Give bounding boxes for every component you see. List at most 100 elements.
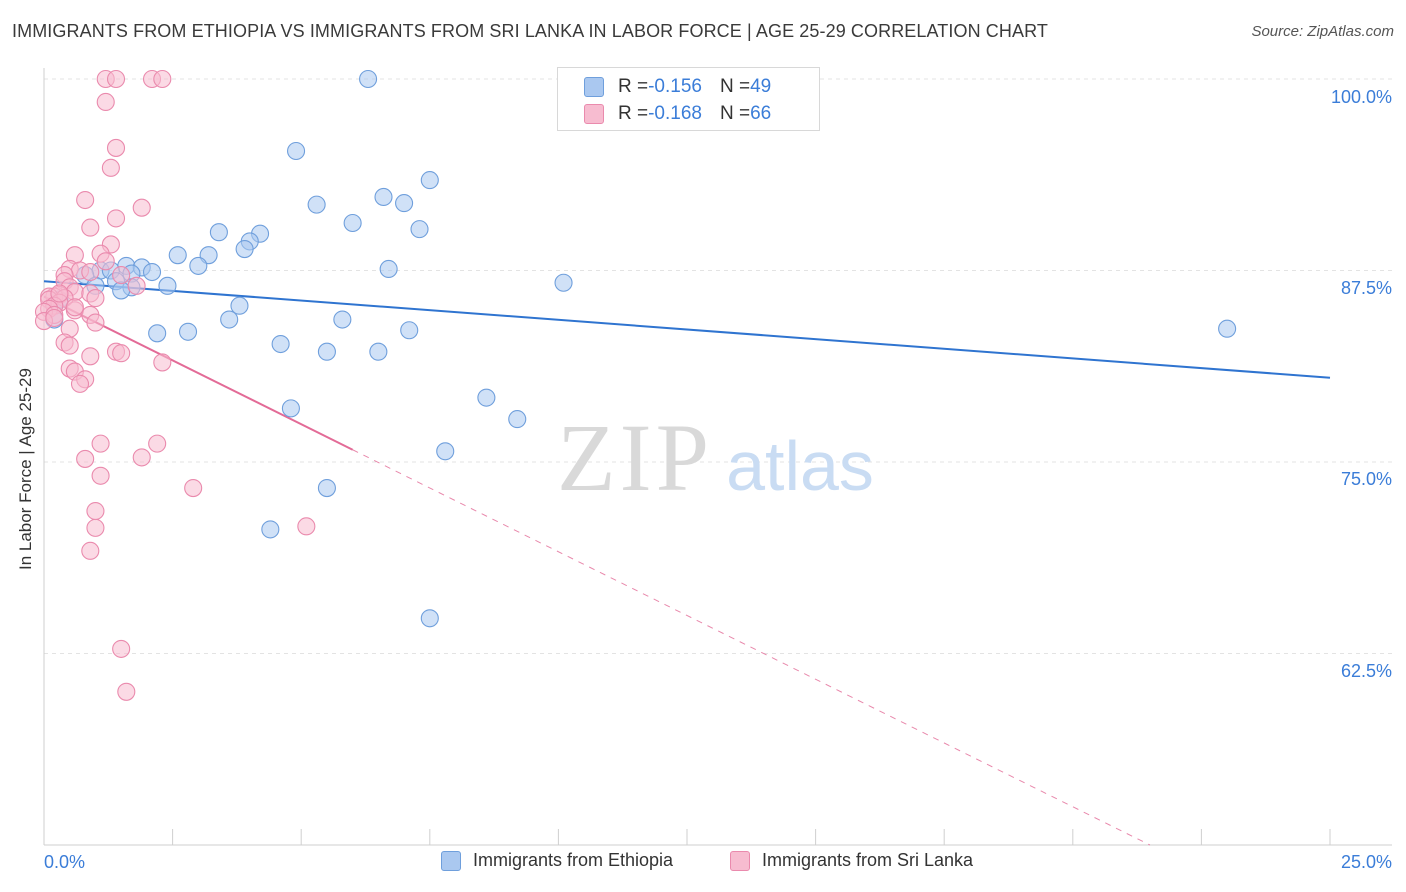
srilanka-point: [153, 353, 172, 372]
y-axis-label: In Labor Force | Age 25-29: [16, 368, 35, 570]
srilanka-point: [96, 252, 115, 271]
ethiopia-point: [410, 220, 429, 239]
watermark-zip: ZIP: [557, 404, 713, 511]
srilanka-point: [184, 478, 203, 498]
srilanka-point: [153, 69, 172, 89]
ethiopia-point: [178, 322, 198, 341]
ethiopia-point: [209, 223, 228, 242]
srilanka-point: [101, 158, 120, 177]
srilanka-point: [50, 284, 69, 303]
ethiopia-point: [395, 194, 414, 213]
n-value: 49: [750, 76, 772, 97]
r-value: -0.156: [648, 76, 702, 97]
srilanka-point: [91, 434, 110, 453]
srilanka-point: [86, 501, 105, 521]
srilanka-point: [297, 517, 316, 536]
ethiopia-point: [307, 195, 326, 214]
srilanka-point: [81, 347, 100, 366]
r-label: R =: [618, 76, 649, 97]
srilanka-point: [112, 344, 131, 363]
ethiopia-point: [281, 399, 300, 418]
source-label: Source: ZipAtlas.com: [1251, 23, 1394, 40]
ethiopia-point: [359, 69, 378, 89]
srilanka-point: [86, 518, 105, 537]
chart-title: IMMIGRANTS FROM ETHIOPIA VS IMMIGRANTS F…: [12, 21, 1048, 41]
stats-box: R = -0.156 N = 49 R = -0.168 N = 66: [557, 67, 820, 131]
ethiopia-point: [235, 240, 254, 259]
srilanka-point: [45, 308, 64, 328]
srilanka-point: [148, 434, 167, 453]
srilanka-point: [106, 209, 126, 228]
srilanka-point: [112, 639, 131, 658]
ethiopia-point: [261, 520, 280, 539]
ethiopia-point: [554, 273, 573, 292]
n-label: N =: [719, 76, 751, 97]
ethiopia-point: [230, 296, 249, 315]
trend-line-ethiopia: [43, 280, 1331, 379]
srilanka-point: [132, 198, 151, 217]
n-label: N =: [719, 103, 751, 124]
watermark: ZIP atlas: [557, 404, 874, 511]
srilanka-point: [81, 262, 100, 282]
srilanka-point: [132, 448, 151, 467]
ethiopia-point: [333, 310, 352, 329]
y-tick-label: 100.0%: [1330, 87, 1392, 107]
srilanka-swatch: [584, 104, 604, 124]
ethiopia-point: [317, 342, 336, 361]
ethiopia-point: [112, 281, 131, 300]
ethiopia-point: [148, 324, 167, 343]
legend-label: Immigrants from Sri Lanka: [762, 850, 974, 870]
ethiopia-point: [1218, 319, 1237, 338]
legend-item-ethiopia: Immigrants from Ethiopia: [441, 850, 673, 871]
y-tick-label: 75.0%: [1340, 469, 1392, 489]
ethiopia-point: [317, 478, 336, 498]
srilanka-point: [60, 336, 79, 355]
stats-row-ethiopia: R = -0.156 N = 49: [558, 75, 771, 99]
ethiopia-point: [436, 442, 455, 461]
srilanka-point: [76, 190, 95, 210]
ethiopia-point: [400, 321, 419, 340]
ethiopia-point: [369, 342, 388, 361]
legend: Immigrants from Ethiopia Immigrants from…: [0, 850, 1406, 878]
srilanka-point: [96, 92, 115, 112]
data-points: [34, 69, 1237, 701]
srilanka-point: [127, 276, 146, 295]
ethiopia-point: [477, 388, 496, 407]
axes: [43, 68, 1392, 846]
srilanka-point: [91, 466, 110, 485]
srilanka-point: [81, 218, 100, 237]
y-tick-label: 62.5%: [1340, 661, 1392, 681]
ethiopia-point: [158, 276, 177, 295]
y-tick-label: 87.5%: [1340, 278, 1392, 298]
ethiopia-point: [420, 609, 439, 628]
srilanka-point: [65, 298, 84, 317]
ethiopia-point: [508, 410, 527, 429]
r-value: -0.168: [648, 103, 702, 124]
ethiopia-point: [189, 256, 208, 275]
srilanka-point: [86, 289, 105, 308]
legend-label: Immigrants from Ethiopia: [473, 850, 674, 870]
legend-item-srilanka: Immigrants from Sri Lanka: [730, 850, 973, 871]
x-tick-label-left: 0.0%: [44, 852, 86, 872]
watermark-atlas: atlas: [726, 427, 874, 505]
srilanka-point: [106, 138, 126, 157]
srilanka-point: [117, 682, 136, 701]
ethiopia-legend-swatch: [441, 850, 461, 871]
srilanka-point: [76, 449, 95, 468]
ethiopia-point: [343, 213, 362, 233]
trend-lines: [43, 280, 1331, 846]
ethiopia-point: [271, 334, 290, 354]
srilanka-point: [112, 266, 131, 285]
stats-row-srilanka: R = -0.168 N = 66: [558, 102, 771, 126]
x-tick-label-right: 25.0%: [1340, 852, 1392, 872]
r-label: R =: [618, 103, 649, 124]
ethiopia-point: [374, 187, 393, 207]
srilanka-point: [86, 313, 105, 332]
ethiopia-point: [420, 171, 439, 190]
ethiopia-point: [168, 246, 187, 265]
ethiopia-point: [379, 259, 398, 279]
n-value: 66: [750, 103, 772, 124]
ethiopia-swatch: [584, 77, 604, 97]
srilanka-point: [106, 69, 126, 89]
